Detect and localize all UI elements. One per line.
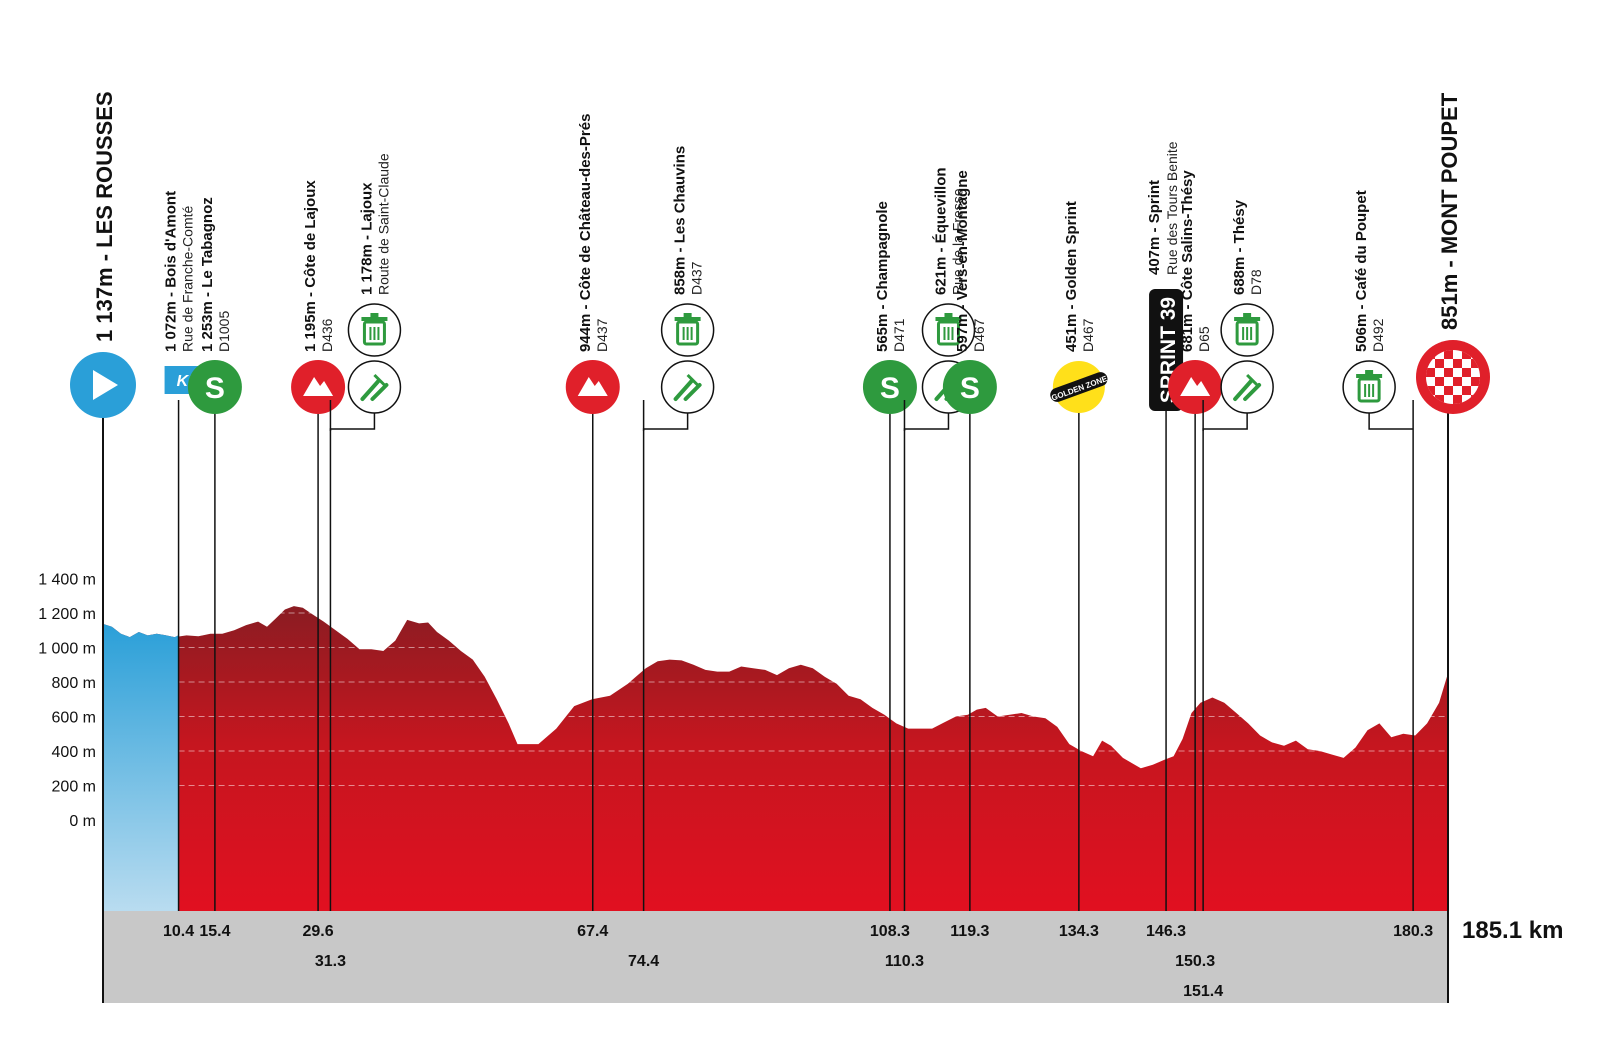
waste-bin-icon [347, 303, 402, 357]
waste-bin-icon [1220, 303, 1274, 357]
km-label: 150.3 [1175, 953, 1215, 970]
feed-zone-icon [347, 360, 402, 414]
leader-line [903, 413, 950, 431]
km-label: 74.4 [628, 953, 659, 970]
leader-line [329, 413, 376, 431]
km-label: 31.3 [315, 953, 346, 970]
point-title: 944m - Côte de Château-des-Prés [577, 114, 594, 352]
km-label: 146.3 [1146, 923, 1186, 940]
elevation-profile [103, 606, 1448, 911]
point-road: D437 [594, 318, 610, 352]
km-label: 10.4 [163, 923, 194, 940]
waste-bin-icon [660, 303, 715, 357]
km-label: 108.3 [870, 923, 910, 940]
neutral-section [103, 623, 179, 911]
km-label: 180.3 [1393, 923, 1433, 940]
point-title: 688m - Thésy [1231, 199, 1248, 295]
sprint-letter: S [880, 372, 900, 405]
point-title: 1 072m - Bois d'Amont [163, 191, 180, 352]
km-label: 151.4 [1183, 983, 1223, 1000]
point-title: 681m - Côte Salins-Thésy [1179, 170, 1196, 352]
point-road: D437 [689, 261, 705, 295]
leader-line [1368, 413, 1414, 430]
point-title: 407m - Sprint [1146, 180, 1163, 275]
point-road: D78 [1248, 269, 1264, 295]
point-road: Route de Saint-Claude [375, 153, 391, 295]
point-road: D467 [971, 318, 987, 352]
start-icon [70, 352, 136, 418]
point-road: D471 [891, 318, 907, 352]
point-title: 1 253m - Le Tabagnoz [199, 197, 216, 352]
point-road: Rue de Franche-Comté [180, 205, 196, 352]
y-tick-label: 1 400 m [38, 572, 96, 589]
axis-band [103, 911, 1448, 1003]
sprint-icon: S [862, 360, 917, 414]
point-title: 1 137m - LES ROUSSES [92, 91, 117, 342]
climb-icon [1168, 360, 1223, 414]
point-title: 597m - Vers-en-Montagne [954, 170, 971, 352]
point-title: 858m - Les Chauvins [672, 146, 689, 295]
point-title: 1 178m - Lajoux [358, 182, 375, 295]
leader-line [1202, 413, 1248, 431]
km-label: 110.3 [885, 953, 924, 970]
sprint-icon: S [187, 360, 242, 414]
y-tick-label: 0 m [69, 813, 96, 830]
point-title: 451m - Golden Sprint [1063, 201, 1080, 352]
sprint-icon: S [942, 360, 997, 414]
y-tick-label: 400 m [52, 744, 96, 761]
point-road: D1005 [216, 311, 232, 352]
y-tick-label: 1 000 m [38, 641, 96, 658]
golden-zone-icon: GOLDEN ZONE [1050, 361, 1109, 413]
point-road: D467 [1080, 318, 1096, 352]
point-title: 1 195m - Côte de Lajoux [302, 180, 319, 352]
waste-bin-icon [921, 303, 976, 357]
km-label: 134.3 [1059, 923, 1099, 940]
climb-icon [291, 360, 346, 414]
y-tick-label: 200 m [52, 779, 96, 796]
point-title: 621m - Équevillon [932, 167, 949, 295]
climb-icon [565, 360, 620, 414]
feed-zone-icon [660, 360, 715, 414]
point-road: Rue de la Fresse [949, 188, 965, 295]
total-distance-label: 185.1 km [1462, 917, 1563, 944]
point-title: 506m - Café du Poupet [1353, 190, 1370, 352]
sprint-letter: S [205, 372, 225, 405]
point-road: D65 [1196, 326, 1212, 352]
sprint-letter: S [960, 372, 980, 405]
km-label: 15.4 [199, 923, 230, 940]
point-title: 851m - MONT POUPET [1437, 92, 1462, 330]
point-road: D436 [319, 318, 335, 352]
point-road: D492 [1370, 318, 1386, 352]
point-title: 565m - Champagnole [874, 201, 891, 352]
point-road: Rue des Tours Benite [1164, 141, 1180, 275]
y-tick-label: 600 m [52, 710, 96, 727]
y-tick-label: 1 200 m [38, 606, 96, 623]
finish-flag-icon [1416, 340, 1490, 414]
leader-line [642, 413, 689, 431]
km-label: 119.3 [950, 923, 989, 940]
feed-zone-icon [1220, 360, 1274, 414]
y-tick-label: 800 m [52, 675, 96, 692]
km-label: 67.4 [577, 923, 608, 940]
km-label: 29.6 [303, 923, 334, 940]
waste-bin-icon [1342, 360, 1396, 414]
